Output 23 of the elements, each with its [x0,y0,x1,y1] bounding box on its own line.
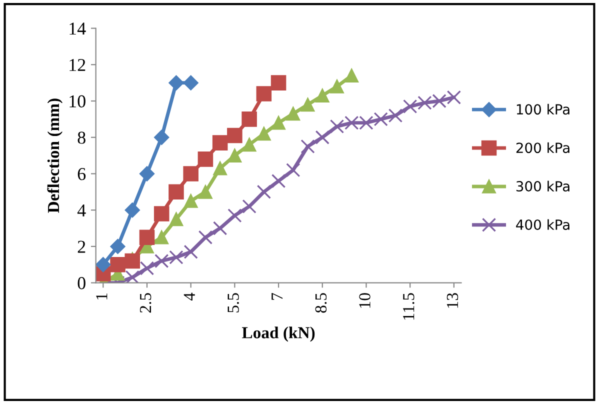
x-tick-label: 13 [446,293,458,308]
x-tick-label: 4 [184,292,195,301]
y-tick-label: 2 [78,240,86,253]
x-tick-label: 5.5 [228,293,239,312]
legend-label: 200 kPa [516,142,570,154]
y-axis-title: Deflection (mm) [47,98,63,213]
y-tick-label: 8 [78,132,86,144]
x-tick-label: 10 [359,293,370,308]
legend-label: 100 kPa [516,104,570,115]
y-tick-label: 14 [70,22,86,35]
x-tick-label: 2.5 [140,293,152,313]
legend-label: 400 kPa [516,219,570,230]
y-tick-label: 6 [78,168,86,180]
x-tick-label: 1 [96,294,108,300]
x-axis-title: Load (kN) [242,326,315,342]
x-tick-label: 7 [272,293,283,300]
y-tick-label: 4 [77,204,86,216]
y-tick-label: 12 [70,58,86,71]
x-tick-label: 11.5 [403,293,414,320]
y-tick-label: 10 [70,95,86,108]
y-tick-label: 0 [78,277,86,290]
x-tick-label: 8.5 [315,293,327,313]
legend-label: 300 kPa [516,180,570,192]
